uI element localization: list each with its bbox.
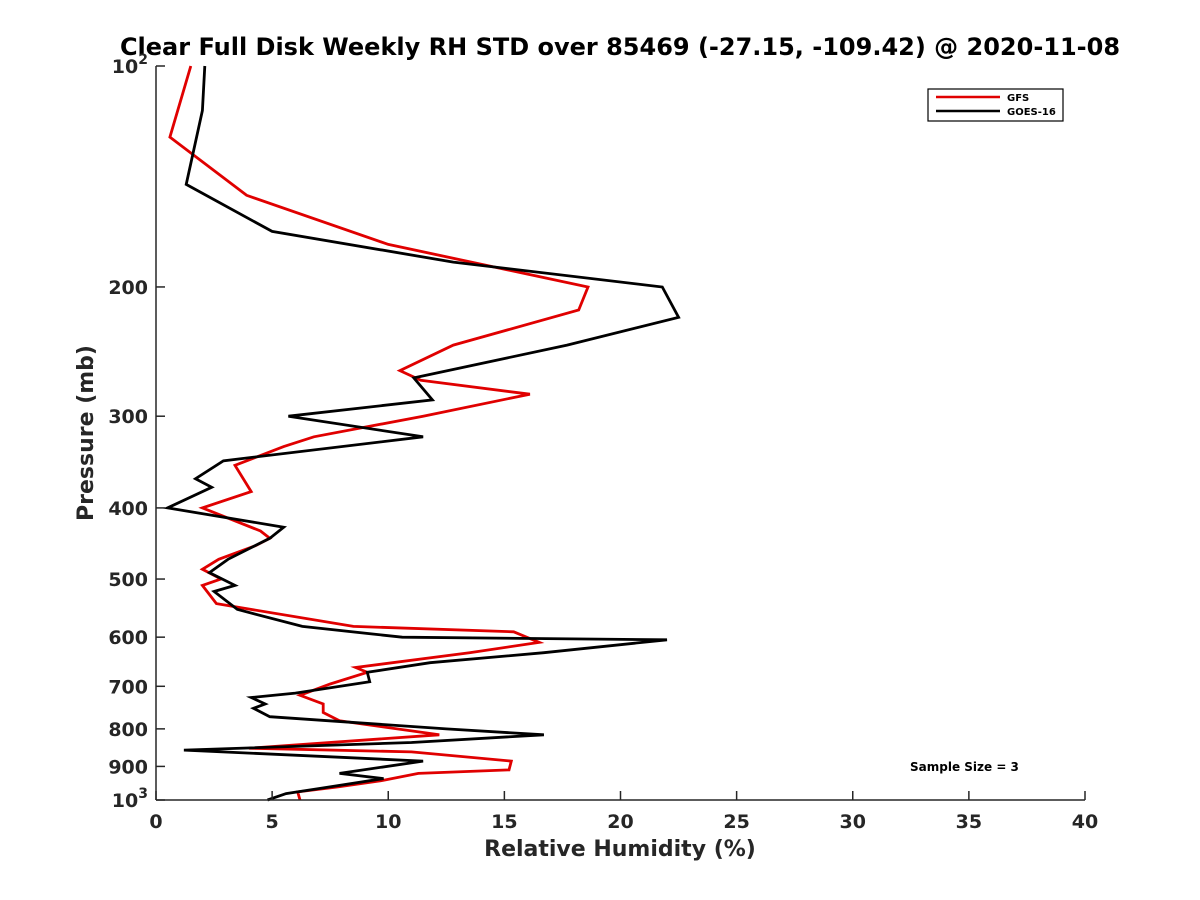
y-tick-label: 600 xyxy=(108,627,148,649)
y-axis-label: Pressure (mb) xyxy=(74,345,99,521)
legend-label-gfs: GFS xyxy=(1007,93,1029,104)
plot-area xyxy=(156,66,1085,800)
x-tick-label: 40 xyxy=(1072,811,1098,833)
y-tick-label: 900 xyxy=(108,756,148,778)
y-tick-label: 103 xyxy=(112,786,148,812)
y-tick-label: 400 xyxy=(108,498,148,520)
y-tick-label: 500 xyxy=(108,569,148,591)
legend-box xyxy=(927,88,1064,122)
series-line-goes16 xyxy=(162,65,681,802)
y-tick-label: 800 xyxy=(108,719,148,741)
legend-label-goes16: GOES-16 xyxy=(1007,107,1056,118)
series-line-gfs xyxy=(168,65,590,801)
x-tick-label: 5 xyxy=(266,811,279,833)
x-tick-label: 10 xyxy=(375,811,401,833)
x-tick-label: 25 xyxy=(723,811,749,833)
series-group xyxy=(162,65,681,802)
x-tick-label: 0 xyxy=(149,811,162,833)
x-tick-label: 30 xyxy=(840,811,866,833)
chart-title: Clear Full Disk Weekly RH STD over 85469… xyxy=(120,33,1120,61)
x-axis-label: Relative Humidity (%) xyxy=(484,837,756,862)
y-tick-label: 102 xyxy=(112,52,148,78)
sample-size-annotation: Sample Size = 3 xyxy=(910,760,1019,774)
y-tick-label: 300 xyxy=(108,406,148,428)
x-tick-label: 15 xyxy=(491,811,517,833)
axis-ticks: 0 5 10 15 20 25 30 35 40 102 200 300 400 500 600 700 800… xyxy=(108,52,1098,833)
legend: GFS GOES-16 xyxy=(927,88,1064,122)
x-tick-label: 35 xyxy=(956,811,982,833)
x-tick-label: 20 xyxy=(607,811,633,833)
y-tick-label: 200 xyxy=(108,277,148,299)
y-tick-label: 700 xyxy=(108,676,148,698)
